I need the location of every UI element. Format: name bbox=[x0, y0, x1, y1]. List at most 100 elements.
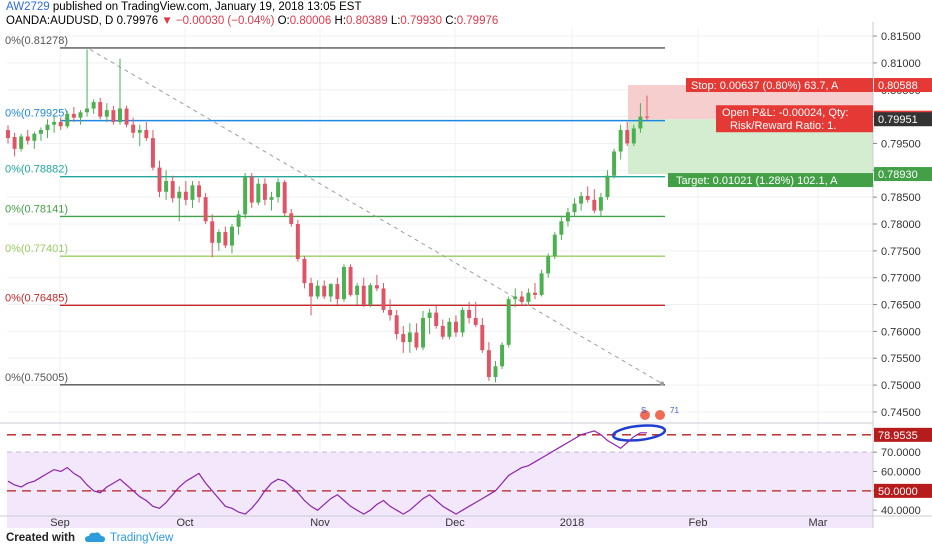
candle-body bbox=[295, 224, 300, 259]
rsi-lower-badge: 50.0000 bbox=[878, 486, 918, 498]
candle-body bbox=[335, 284, 340, 300]
entry-price-badge-bg bbox=[874, 112, 932, 127]
rsi-band bbox=[7, 452, 873, 528]
rr-label: Risk/Reward Ratio: 1. bbox=[730, 120, 836, 132]
fib-level-label: 0%(0.76485) bbox=[5, 292, 68, 304]
candle-body bbox=[394, 315, 399, 335]
candle-body bbox=[467, 309, 472, 318]
price-tick-label: 0.76000 bbox=[881, 326, 921, 338]
candle-body bbox=[533, 292, 537, 295]
time-label: Dec bbox=[445, 517, 465, 528]
candle-body bbox=[190, 185, 195, 200]
rsi-line bbox=[7, 430, 647, 515]
candle-body bbox=[38, 130, 43, 134]
candle-body bbox=[612, 151, 617, 176]
candle-body bbox=[592, 199, 597, 211]
fib-level-label: 0%(0.77401) bbox=[5, 243, 68, 255]
tradingview-cloud-icon bbox=[85, 532, 105, 542]
trendline[interactable] bbox=[89, 49, 664, 386]
candle-body bbox=[150, 138, 155, 168]
time-axis[interactable]: Sep Oct Nov Dec 2018 Feb Mar bbox=[0, 515, 932, 528]
stop-price-badge-bg bbox=[874, 78, 932, 93]
annotations: S 71 bbox=[611, 406, 679, 442]
price-tick-label: 0.77000 bbox=[881, 273, 921, 285]
candle-body bbox=[388, 309, 393, 316]
candle-body bbox=[401, 334, 406, 343]
candle-body bbox=[598, 197, 603, 211]
target-label-bg bbox=[668, 173, 873, 188]
high-value: 0.80389 bbox=[346, 15, 388, 27]
candle-body bbox=[85, 108, 90, 113]
stop-label: Stop: 0.00637 (0.80%) 63.7, A bbox=[691, 80, 839, 92]
candle-body bbox=[348, 266, 353, 295]
author-name[interactable]: AW2729 bbox=[6, 1, 50, 13]
candle-body bbox=[519, 296, 524, 302]
event-flag-icon bbox=[640, 410, 650, 420]
rsi-tick-label: 40.0000 bbox=[881, 505, 921, 517]
candle-body bbox=[427, 312, 432, 318]
rsi-lower-badge-bg bbox=[874, 483, 932, 498]
candle-body bbox=[137, 130, 142, 133]
candle-body bbox=[243, 176, 248, 215]
created-with-text: Created with bbox=[6, 532, 76, 544]
candle-body bbox=[203, 197, 208, 222]
candle-body bbox=[19, 136, 24, 149]
candle-body bbox=[282, 182, 287, 214]
candle-body bbox=[559, 221, 564, 235]
fib-level-label: 0%(0.75005) bbox=[5, 372, 68, 384]
candle-body bbox=[111, 110, 116, 122]
open-label: O: bbox=[277, 15, 290, 27]
time-label: Feb bbox=[689, 517, 708, 528]
candle-body bbox=[585, 196, 590, 200]
price-tick-label: 0.75500 bbox=[881, 353, 921, 365]
candle-body bbox=[315, 285, 320, 297]
candle-body bbox=[230, 226, 234, 246]
tradingview-brand[interactable]: TradingView bbox=[110, 532, 174, 544]
candle-body bbox=[374, 285, 379, 289]
event-flag-icon bbox=[655, 410, 665, 420]
time-label: Mar bbox=[809, 517, 828, 528]
candle-body bbox=[453, 321, 458, 333]
fibonacci-retracement[interactable]: 0%(0.81278) 0%(0.79925) 0%(0.78882) 0%(0.78… bbox=[5, 35, 665, 386]
candle-body bbox=[289, 213, 294, 224]
candle-body bbox=[91, 102, 96, 109]
symbol-label: OANDA:AUDUSD, D bbox=[6, 15, 114, 27]
price-tick-label: 0.79500 bbox=[881, 138, 921, 150]
price-tick-label: 0.76500 bbox=[881, 300, 921, 312]
candle-body bbox=[144, 130, 149, 139]
stop-price-badge: 0.80588 bbox=[878, 80, 918, 92]
candle-body bbox=[645, 116, 649, 118]
candle-body bbox=[546, 256, 551, 274]
candle-body bbox=[177, 191, 182, 199]
candle-body bbox=[572, 203, 577, 213]
time-label: Oct bbox=[176, 517, 193, 528]
candle-body bbox=[262, 183, 267, 200]
candle-body bbox=[58, 121, 63, 127]
candle-body bbox=[460, 309, 465, 333]
position-labels: Stop: 0.00637 (0.80%) 63.7, A Open P&L: -… bbox=[668, 78, 873, 188]
price-axis[interactable]: 0.815000.810000.805000.800000.795000.790… bbox=[872, 0, 932, 528]
candle-body bbox=[631, 128, 636, 144]
rsi-panel bbox=[0, 422, 932, 528]
candle-body bbox=[579, 196, 584, 204]
target-label: Target: 0.01021 (1.28%) 102.1, A bbox=[676, 175, 838, 187]
price-change: −0.00030 (−0.04%) bbox=[175, 15, 275, 27]
candle-body bbox=[6, 130, 10, 139]
candle-body bbox=[71, 113, 76, 118]
down-triangle-icon: ▼ bbox=[161, 15, 173, 27]
candle-body bbox=[131, 124, 136, 133]
candle-body bbox=[164, 181, 169, 192]
footer: Created with TradingView bbox=[0, 528, 932, 550]
time-label: Nov bbox=[310, 517, 330, 528]
low-label: L: bbox=[390, 15, 401, 27]
event-flag-text: S bbox=[641, 406, 646, 415]
price-tick-label: 0.78500 bbox=[881, 192, 921, 204]
candle-body bbox=[447, 321, 452, 337]
time-label: 2018 bbox=[560, 517, 584, 528]
close-value: 0.79976 bbox=[456, 15, 499, 27]
candle-body bbox=[605, 175, 610, 198]
fib-level-label: 0%(0.78141) bbox=[5, 203, 68, 215]
candle-body bbox=[368, 285, 373, 305]
price-chart[interactable]: 0%(0.81278) 0%(0.79925) 0%(0.78882) 0%(0.78… bbox=[0, 0, 932, 528]
low-value: 0.79930 bbox=[400, 15, 442, 27]
